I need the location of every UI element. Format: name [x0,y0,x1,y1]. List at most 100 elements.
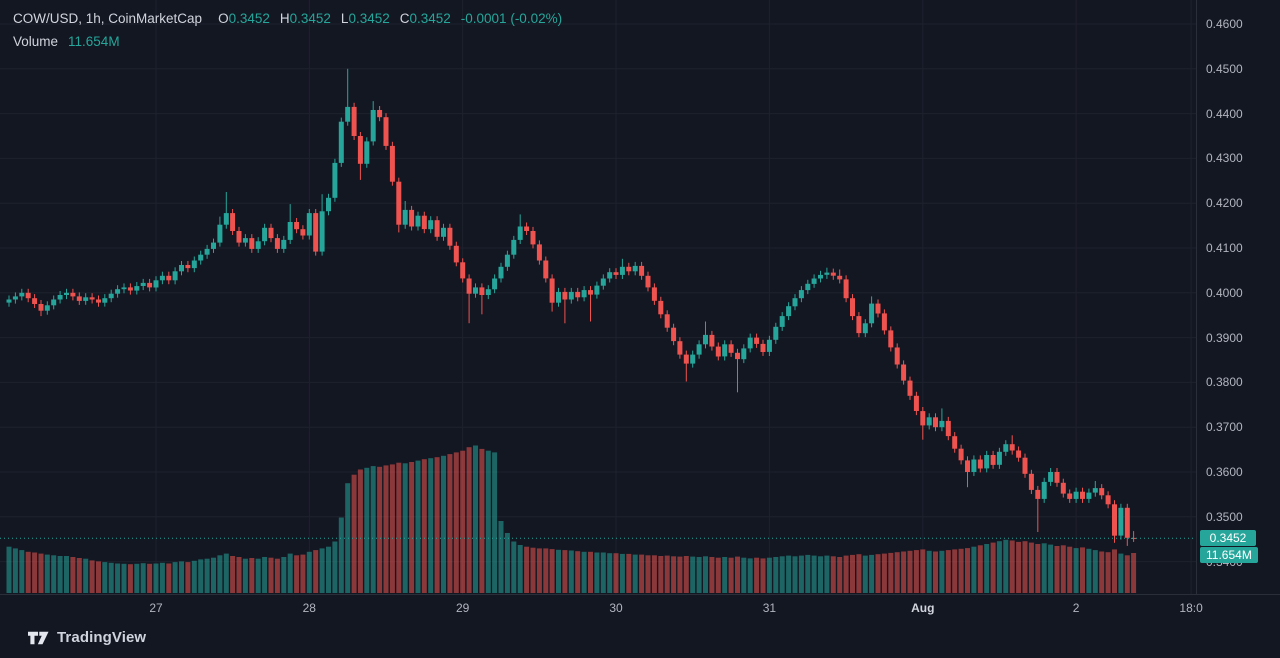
volume-bar [76,558,82,593]
volume-bar [498,521,504,593]
volume-bar [1067,546,1073,593]
candle-body [632,265,638,272]
volume-bar [89,560,95,593]
volume-bar [690,556,696,593]
volume-bar [351,474,357,593]
volume-bar [313,550,319,593]
candle-body [466,278,472,294]
price-axis-label: 0.3700 [1206,420,1243,435]
volume-bar [466,447,472,593]
candle-body [115,289,121,294]
candle-body [153,280,159,288]
candle-body [913,395,919,411]
candle-body [786,306,792,317]
candle-body [25,292,31,299]
candle-body [530,231,536,245]
volume-bar [447,454,453,593]
candle-body [242,238,248,243]
ohlc-close: C0.3452 [399,11,451,26]
volume-bar [575,551,581,593]
volume-bar [1041,543,1047,593]
candle-body [728,344,734,353]
volume-bar [504,533,510,593]
candle-body [517,226,523,240]
volume-bar [453,452,459,593]
candle-body [223,213,229,225]
candle-wick [1037,485,1039,532]
candle-body [460,262,466,279]
candle-body [549,278,555,303]
volume-bar [811,555,817,593]
volume-bar [44,554,50,593]
volume-bar [134,563,140,593]
volume-bar [25,551,31,593]
candle-body [357,136,363,164]
tradingview-attribution[interactable]: TradingView [28,629,146,646]
volume-bar [984,544,990,593]
candle-body [1022,457,1028,474]
volume-bar [619,553,625,593]
volume-bar [140,563,146,593]
candle-body [1009,444,1015,451]
candle-body [1035,489,1041,499]
candle-body [984,455,990,469]
candle-body [926,417,932,426]
last-volume-tag: 11.654M [1200,546,1258,563]
candle-body [1028,473,1034,490]
candle-body [811,278,817,284]
time-axis-label: 28 [302,601,316,615]
candlestick-chart-canvas[interactable] [0,0,1196,594]
candle-body [191,260,197,269]
ohlc-low: L0.3452 [340,11,390,26]
candle-body [313,213,319,252]
candle-body [473,287,478,294]
price-axis[interactable]: 0.3452 11.654M 0.4600 0.4500 0.4400 0.4300 0… [1196,0,1280,594]
candle-wick [481,283,483,315]
volume-bar [204,558,210,593]
volume-bar [715,557,721,593]
candle-body [696,344,702,355]
volume-bar [274,558,280,593]
chart-legend: COW/USD, 1h, CoinMarketCap O0.3452 H0.34… [13,12,562,57]
volume-bar [83,558,89,593]
volume-bar [773,557,779,593]
volume-bar [115,563,121,593]
candle-body [952,436,958,449]
volume-label[interactable]: Volume [13,33,59,49]
candle-body [977,459,983,469]
candle-wick [590,286,591,322]
candle-body [1080,491,1085,499]
time-axis-label: 30 [609,601,623,615]
candle-body [389,145,395,182]
volume-bar [913,550,919,593]
volume-bar [1124,555,1130,593]
volume-bar [850,554,855,593]
volume-bar [357,469,363,593]
time-axis[interactable]: 27 28 29 30 31 Aug 2 18:0 [0,594,1280,623]
volume-bar [319,548,325,593]
candle-body [856,316,862,334]
candle-body [1067,493,1073,499]
volume-bar [370,466,376,593]
volume-bar [51,555,57,593]
volume-bar [875,554,881,593]
volume-bar [198,559,204,593]
symbol-title[interactable]: COW/USD, 1h, CoinMarketCap [13,11,203,26]
volume-bar [798,555,804,593]
time-axis-label: Aug [911,601,935,615]
candle-body [664,314,670,328]
volume-bar [255,558,261,593]
candle-body [1060,482,1066,494]
volume-bar [894,552,900,593]
volume-bar [287,553,293,593]
volume-bar [607,553,613,593]
candle-body [594,285,600,295]
price-axis-label: 0.4200 [1206,196,1243,211]
candle-body [57,295,63,300]
volume-bar [236,557,242,593]
candle-body [824,272,830,275]
candle-body [901,364,907,381]
candle-body [677,341,683,355]
volume-bar [920,549,926,593]
volume-bar [945,550,951,593]
